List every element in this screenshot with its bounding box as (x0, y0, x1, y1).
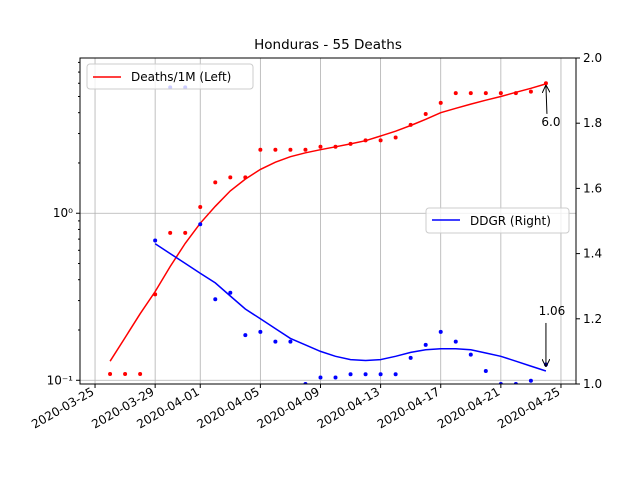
y-right-axis: 1.0 1.2 1.4 1.6 1.8 2.0 (576, 51, 602, 391)
y-right-tick-label: 1.0 (583, 377, 602, 391)
deaths-point (228, 175, 233, 180)
legend-right: DDGR (Right) (425, 207, 570, 234)
deaths-point (183, 230, 188, 235)
deaths-point (213, 180, 218, 185)
ddgr-point (288, 339, 293, 344)
chart-title: Honduras - 55 Deaths (254, 37, 402, 53)
y-left-tick-label: 10⁻¹ (47, 373, 74, 387)
y-right-tick-label: 1.8 (583, 116, 602, 130)
legend-right-label: DDGR (Right) (470, 214, 551, 228)
deaths-point (393, 135, 398, 140)
ddgr-point (228, 290, 233, 295)
x-tick-label: 2020-04-17 (375, 384, 442, 431)
x-tick-label: 2020-04-05 (194, 384, 261, 431)
deaths-point (273, 147, 278, 152)
ddgr-point (363, 372, 368, 377)
deaths-point (243, 175, 248, 180)
deaths-point (483, 91, 488, 96)
y-left-tick-label: 10⁰ (53, 206, 73, 220)
ddgr-point (393, 372, 398, 377)
ddgr-point (483, 368, 488, 373)
legend-right-box (425, 207, 570, 234)
annotation-label: 1.06 (539, 304, 566, 318)
x-tick-label: 2020-04-21 (435, 384, 502, 431)
ddgr-point (453, 339, 458, 344)
ddgr-point (378, 372, 383, 377)
deaths-point (258, 147, 263, 152)
deaths-point (423, 111, 428, 116)
ddgr-trend-line (154, 243, 547, 372)
annotation-label: 6.0 (541, 115, 560, 129)
deaths-point (438, 100, 443, 105)
deaths-point (408, 122, 413, 127)
ddgr-point (258, 329, 263, 334)
deaths-point (303, 147, 308, 152)
ddgr-point (333, 375, 338, 380)
annotations: 6.0 1.06 (539, 86, 566, 366)
series-clip-group (108, 81, 548, 384)
deaths-point (348, 141, 353, 146)
deaths-point (513, 91, 518, 96)
deaths-point (468, 91, 473, 96)
series-layer (108, 81, 548, 384)
x-tick-label: 2020-03-25 (29, 384, 96, 431)
x-tick-label: 2020-04-13 (315, 384, 382, 431)
ddgr-point (423, 342, 428, 347)
deaths-point (168, 230, 173, 235)
ddgr-point (348, 372, 353, 377)
deaths-point (288, 147, 293, 152)
deaths-point (108, 372, 113, 377)
legend-left-box (86, 63, 254, 90)
ddgr-point (528, 378, 533, 383)
deaths-point (123, 372, 128, 377)
ddgr-point (243, 333, 248, 338)
deaths-point (498, 91, 503, 96)
x-axis: 2020-03-252020-03-292020-04-012020-04-05… (29, 384, 562, 431)
y-left-axis: 10⁻¹ 10⁰ (47, 61, 80, 387)
y-right-tick-label: 1.6 (583, 181, 602, 195)
deaths-point (378, 138, 383, 143)
ddgr-point (198, 222, 203, 227)
deaths-point (198, 204, 203, 209)
deaths-point (453, 91, 458, 96)
y-right-tick-label: 2.0 (583, 51, 602, 65)
ddgr-point (438, 329, 443, 334)
y-right-tick-label: 1.4 (583, 247, 602, 261)
deaths-point (318, 144, 323, 149)
deaths-point (528, 89, 533, 94)
annotation-arrow (546, 86, 547, 114)
x-tick-label: 2020-04-25 (495, 384, 562, 431)
legend-left: Deaths/1M (Left) (86, 63, 254, 90)
ddgr-point (153, 238, 158, 243)
deaths-point (363, 138, 368, 143)
ddgr-point (213, 297, 218, 302)
x-tick-label: 2020-04-09 (255, 384, 322, 431)
deaths-trend-line (109, 83, 547, 362)
ddgr-point (468, 352, 473, 357)
deaths-point (333, 144, 338, 149)
ddgr-point (318, 375, 323, 380)
deaths-point (543, 81, 548, 86)
y-right-tick-label: 1.2 (583, 312, 602, 326)
deaths-point (153, 292, 158, 297)
ddgr-point (273, 339, 278, 344)
deaths-point (138, 372, 143, 377)
legend-left-label: Deaths/1M (Left) (131, 70, 231, 84)
ddgr-point (408, 355, 413, 360)
